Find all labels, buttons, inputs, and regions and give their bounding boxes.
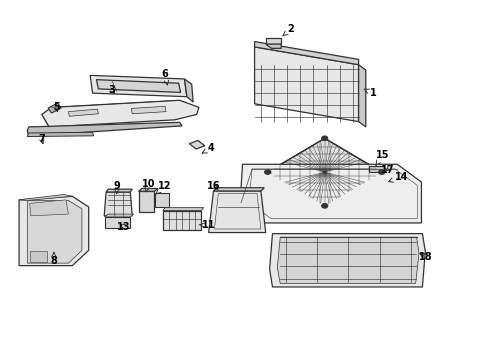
Polygon shape [368,166,383,172]
Text: 5: 5 [53,102,60,112]
Polygon shape [106,189,132,192]
Polygon shape [240,164,421,223]
Text: 1: 1 [363,88,376,98]
Polygon shape [105,214,134,217]
Text: 2: 2 [282,24,294,36]
Polygon shape [48,103,61,113]
Text: 17: 17 [380,165,393,175]
Polygon shape [68,109,98,116]
Polygon shape [138,191,154,212]
Polygon shape [267,138,381,206]
Text: 3: 3 [108,85,115,95]
Polygon shape [19,196,89,266]
Text: 4: 4 [202,143,214,153]
Polygon shape [90,75,186,97]
Text: 7: 7 [38,134,45,144]
Text: 6: 6 [161,69,168,85]
Polygon shape [213,188,264,191]
Polygon shape [254,47,358,122]
Circle shape [321,136,327,140]
Text: 9: 9 [113,181,120,194]
Polygon shape [162,208,203,211]
Polygon shape [19,195,72,201]
Polygon shape [104,192,132,216]
Polygon shape [358,65,365,127]
Polygon shape [155,193,168,207]
Text: 16: 16 [206,181,220,191]
Text: 18: 18 [418,252,431,262]
Polygon shape [269,233,424,287]
Polygon shape [162,211,201,230]
Polygon shape [30,200,68,216]
Polygon shape [184,79,193,102]
Polygon shape [105,217,130,227]
Text: 8: 8 [50,252,57,266]
Polygon shape [30,251,46,262]
Text: 15: 15 [375,150,389,166]
Polygon shape [254,41,358,65]
Polygon shape [131,106,166,114]
Polygon shape [27,132,93,136]
Text: 13: 13 [117,221,131,231]
Text: 11: 11 [199,220,215,230]
Polygon shape [138,188,158,191]
Polygon shape [27,201,82,263]
Text: 14: 14 [388,172,408,182]
Polygon shape [265,44,281,48]
Polygon shape [208,191,265,232]
Circle shape [378,170,384,174]
Text: 12: 12 [156,181,171,194]
Polygon shape [189,140,204,149]
Polygon shape [96,80,180,92]
Circle shape [264,170,270,174]
Polygon shape [42,100,198,127]
Polygon shape [265,38,281,44]
Polygon shape [27,122,182,136]
Polygon shape [277,237,418,283]
Text: 10: 10 [141,179,154,192]
Circle shape [321,204,327,208]
